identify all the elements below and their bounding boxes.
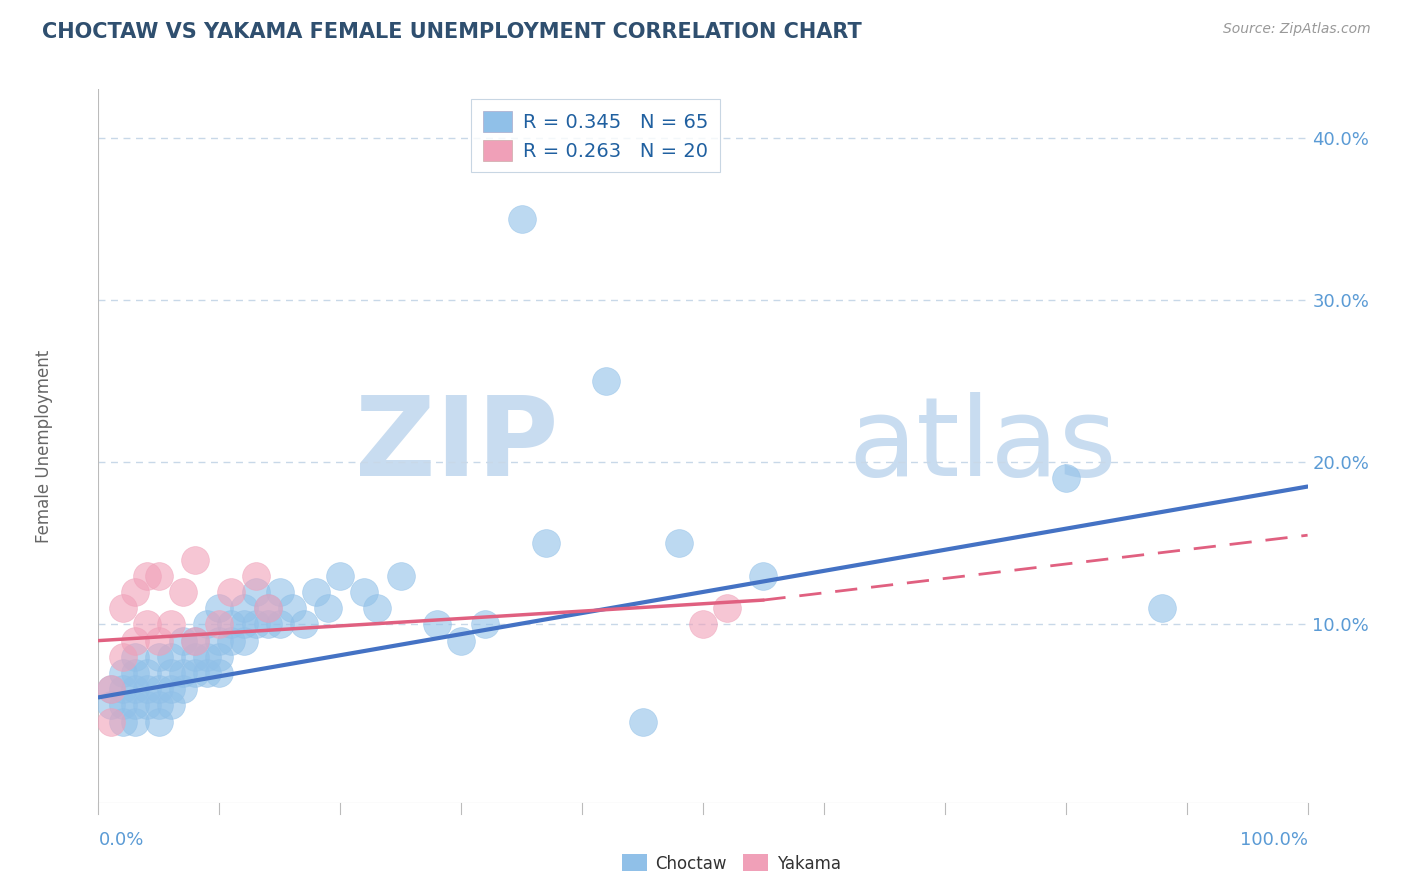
Point	[148, 714, 170, 729]
Point	[208, 649, 231, 664]
Point	[111, 714, 134, 729]
Point	[184, 649, 207, 664]
Point	[124, 585, 146, 599]
Point	[631, 714, 654, 729]
Point	[111, 682, 134, 697]
Point	[184, 633, 207, 648]
Point	[269, 585, 291, 599]
Point	[245, 617, 267, 632]
Point	[172, 666, 194, 681]
Point	[716, 601, 738, 615]
Point	[111, 649, 134, 664]
Text: 0.0%: 0.0%	[98, 831, 143, 849]
Point	[124, 714, 146, 729]
Point	[668, 536, 690, 550]
Point	[232, 617, 254, 632]
Point	[172, 585, 194, 599]
Text: Source: ZipAtlas.com: Source: ZipAtlas.com	[1223, 22, 1371, 37]
Point	[1152, 601, 1174, 615]
Point	[208, 666, 231, 681]
Point	[160, 682, 183, 697]
Point	[100, 714, 122, 729]
Point	[426, 617, 449, 632]
Point	[160, 649, 183, 664]
Point	[232, 633, 254, 648]
Point	[135, 682, 157, 697]
Point	[172, 633, 194, 648]
Point	[124, 666, 146, 681]
Text: 100.0%: 100.0%	[1240, 831, 1308, 849]
Point	[148, 568, 170, 582]
Point	[1054, 471, 1077, 485]
Point	[195, 666, 218, 681]
Point	[148, 682, 170, 697]
Point	[184, 552, 207, 566]
Point	[148, 633, 170, 648]
Point	[124, 649, 146, 664]
Text: atlas: atlas	[848, 392, 1116, 500]
Point	[208, 601, 231, 615]
Point	[316, 601, 339, 615]
Point	[208, 617, 231, 632]
Point	[111, 666, 134, 681]
Point	[195, 649, 218, 664]
Point	[160, 666, 183, 681]
Point	[292, 617, 315, 632]
Point	[692, 617, 714, 632]
Point	[305, 585, 328, 599]
Point	[366, 601, 388, 615]
Point	[135, 698, 157, 713]
Point	[160, 698, 183, 713]
Point	[100, 682, 122, 697]
Point	[510, 211, 533, 226]
Point	[232, 601, 254, 615]
Point	[135, 568, 157, 582]
Text: ZIP: ZIP	[354, 392, 558, 500]
Legend: R = 0.345   N = 65, R = 0.263   N = 20: R = 0.345 N = 65, R = 0.263 N = 20	[471, 99, 720, 172]
Point	[245, 568, 267, 582]
Point	[450, 633, 472, 648]
Legend: Choctaw, Yakama: Choctaw, Yakama	[614, 847, 848, 880]
Point	[256, 601, 278, 615]
Point	[534, 536, 557, 550]
Point	[111, 601, 134, 615]
Point	[752, 568, 775, 582]
Point	[389, 568, 412, 582]
Point	[329, 568, 352, 582]
Point	[184, 666, 207, 681]
Point	[124, 682, 146, 697]
Point	[111, 698, 134, 713]
Point	[184, 633, 207, 648]
Point	[269, 617, 291, 632]
Point	[148, 649, 170, 664]
Point	[124, 698, 146, 713]
Point	[221, 585, 243, 599]
Point	[160, 617, 183, 632]
Point	[195, 617, 218, 632]
Point	[256, 601, 278, 615]
Point	[172, 682, 194, 697]
Text: Female Unemployment: Female Unemployment	[35, 350, 53, 542]
Text: CHOCTAW VS YAKAMA FEMALE UNEMPLOYMENT CORRELATION CHART: CHOCTAW VS YAKAMA FEMALE UNEMPLOYMENT CO…	[42, 22, 862, 42]
Point	[281, 601, 304, 615]
Point	[135, 666, 157, 681]
Point	[221, 633, 243, 648]
Point	[595, 374, 617, 388]
Point	[100, 682, 122, 697]
Point	[245, 585, 267, 599]
Point	[135, 617, 157, 632]
Point	[474, 617, 496, 632]
Point	[124, 633, 146, 648]
Point	[256, 617, 278, 632]
Point	[353, 585, 375, 599]
Point	[208, 633, 231, 648]
Point	[221, 617, 243, 632]
Point	[148, 698, 170, 713]
Point	[100, 698, 122, 713]
